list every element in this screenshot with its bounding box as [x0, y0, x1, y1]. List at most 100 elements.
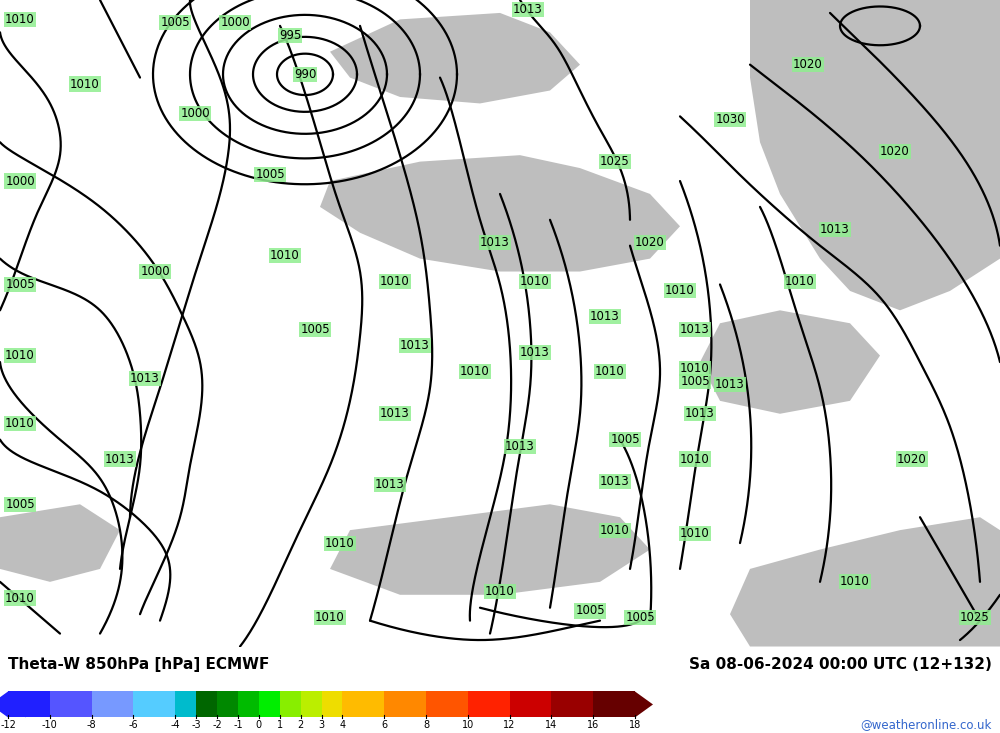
Bar	[217, 691, 238, 718]
Text: 1005: 1005	[5, 498, 35, 511]
Polygon shape	[8, 691, 26, 718]
Text: 1010: 1010	[665, 284, 695, 298]
Text: 1013: 1013	[400, 339, 430, 353]
Text: 1013: 1013	[380, 408, 410, 420]
Bar	[133, 691, 175, 718]
Text: 1013: 1013	[590, 310, 620, 323]
Text: 1020: 1020	[880, 145, 910, 158]
Text: @weatheronline.co.uk: @weatheronline.co.uk	[861, 718, 992, 732]
Text: Sa 08-06-2024 00:00 UTC (12+132): Sa 08-06-2024 00:00 UTC (12+132)	[689, 657, 992, 672]
Polygon shape	[0, 691, 8, 718]
Bar	[426, 691, 468, 718]
Text: 1010: 1010	[680, 362, 710, 375]
Text: 1013: 1013	[505, 440, 535, 452]
Bar	[196, 691, 217, 718]
Bar	[322, 691, 342, 718]
Polygon shape	[320, 155, 680, 271]
Bar	[175, 691, 196, 718]
Text: 1010: 1010	[5, 592, 35, 605]
Text: 1010: 1010	[595, 365, 625, 378]
Text: 0: 0	[256, 720, 262, 730]
Text: 1010: 1010	[460, 365, 490, 378]
Text: 990: 990	[294, 68, 316, 81]
Text: -8: -8	[87, 720, 96, 730]
Polygon shape	[730, 517, 1000, 647]
Text: 1010: 1010	[680, 527, 710, 540]
Bar	[92, 691, 133, 718]
Text: 1013: 1013	[480, 236, 510, 249]
Text: 1013: 1013	[513, 3, 543, 16]
Text: 1013: 1013	[520, 346, 550, 359]
Text: 1010: 1010	[680, 452, 710, 465]
Text: -3: -3	[191, 720, 201, 730]
Text: 1010: 1010	[5, 349, 35, 362]
Text: 1005: 1005	[680, 375, 710, 388]
Text: 1020: 1020	[793, 58, 823, 71]
Text: 1013: 1013	[680, 323, 710, 336]
Text: 1005: 1005	[255, 168, 285, 181]
Bar	[238, 691, 259, 718]
Polygon shape	[330, 13, 580, 103]
Bar	[50, 691, 92, 718]
Bar	[301, 691, 322, 718]
Text: 1005: 1005	[5, 278, 35, 291]
Text: 1013: 1013	[105, 452, 135, 465]
Bar	[342, 691, 384, 718]
Text: 12: 12	[503, 720, 516, 730]
Bar	[593, 691, 635, 718]
Text: 1005: 1005	[610, 433, 640, 446]
Text: -6: -6	[129, 720, 138, 730]
Text: 1: 1	[277, 720, 283, 730]
Text: 1013: 1013	[130, 372, 160, 385]
Text: 4: 4	[339, 720, 345, 730]
Text: Theta-W 850hPa [hPa] ECMWF: Theta-W 850hPa [hPa] ECMWF	[8, 657, 269, 672]
Text: 1005: 1005	[575, 605, 605, 617]
Text: 1010: 1010	[325, 537, 355, 550]
Bar	[510, 691, 551, 718]
Text: 1010: 1010	[270, 249, 300, 262]
Text: 1010: 1010	[315, 611, 345, 624]
Text: 1000: 1000	[180, 106, 210, 119]
Text: 1013: 1013	[685, 408, 715, 420]
Polygon shape	[635, 691, 653, 718]
Text: 1005: 1005	[160, 16, 190, 29]
Text: -12: -12	[0, 720, 16, 730]
Text: 1030: 1030	[715, 113, 745, 126]
Text: -1: -1	[233, 720, 243, 730]
Text: 2: 2	[297, 720, 304, 730]
Text: 1020: 1020	[897, 452, 927, 465]
Text: 8: 8	[423, 720, 429, 730]
Polygon shape	[750, 0, 1000, 310]
Text: 1010: 1010	[5, 417, 35, 430]
Text: 1010: 1010	[485, 585, 515, 598]
Text: 1010: 1010	[380, 275, 410, 288]
Text: 1010: 1010	[840, 575, 870, 589]
Text: -4: -4	[170, 720, 180, 730]
Text: 995: 995	[279, 29, 301, 42]
Text: 3: 3	[318, 720, 325, 730]
Polygon shape	[330, 504, 650, 594]
Bar	[8, 691, 50, 718]
Text: 1005: 1005	[625, 611, 655, 624]
Text: -10: -10	[42, 720, 58, 730]
Text: 1010: 1010	[5, 13, 35, 26]
Text: 1000: 1000	[140, 265, 170, 278]
Text: 1005: 1005	[300, 323, 330, 336]
Text: 1000: 1000	[5, 174, 35, 188]
Bar	[384, 691, 426, 718]
Text: 1013: 1013	[820, 223, 850, 236]
Polygon shape	[0, 504, 120, 582]
Text: 6: 6	[381, 720, 387, 730]
Text: 1010: 1010	[520, 275, 550, 288]
Text: 14: 14	[545, 720, 558, 730]
Text: 1013: 1013	[600, 475, 630, 488]
Text: 1010: 1010	[785, 275, 815, 288]
Text: 1025: 1025	[600, 155, 630, 168]
Text: 18: 18	[629, 720, 641, 730]
Bar	[259, 691, 280, 718]
Text: 1010: 1010	[70, 78, 100, 91]
Bar	[551, 691, 593, 718]
Text: 1025: 1025	[960, 611, 990, 624]
Text: 1020: 1020	[635, 236, 665, 249]
Text: 16: 16	[587, 720, 599, 730]
